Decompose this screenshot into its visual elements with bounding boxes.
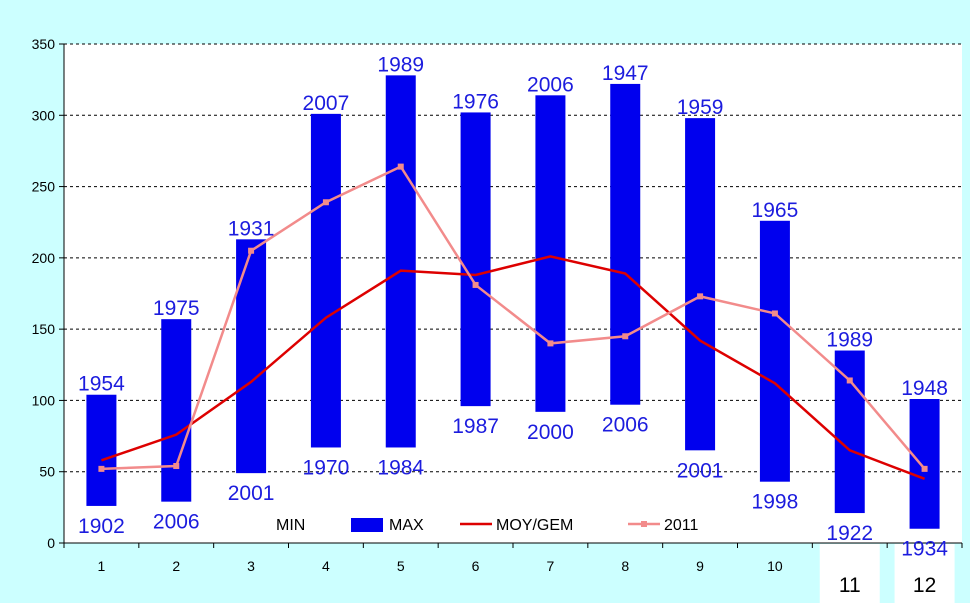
x-tick-label: 10	[767, 558, 783, 574]
max-bar	[86, 394, 117, 506]
month-label-box	[894, 544, 955, 603]
marker-2011	[472, 281, 479, 288]
x-tick-label: 7	[547, 558, 555, 574]
max-year-label: 1975	[153, 297, 200, 320]
y-tick-label: 350	[32, 36, 56, 52]
marker-2011	[173, 463, 180, 470]
y-tick-label: 50	[39, 464, 55, 480]
series-lines	[98, 163, 928, 481]
legend-label-moy: MOY/GEM	[496, 517, 573, 534]
max-bar	[310, 113, 341, 448]
legend-swatch-2011-marker	[641, 521, 647, 527]
max-year-label: 1947	[602, 62, 649, 85]
max-bar	[460, 112, 491, 407]
min-year-label: 2006	[153, 511, 200, 534]
series-line-2011	[101, 165, 926, 471]
min-year-label: 2000	[527, 421, 574, 444]
max-year-label: 1948	[901, 377, 948, 400]
min-year-label: 1984	[377, 456, 424, 479]
y-tick-label: 250	[32, 179, 56, 195]
max-bar	[610, 83, 641, 405]
month-label-box	[819, 544, 880, 603]
max-bar	[236, 239, 267, 474]
max-bar	[909, 399, 940, 529]
marker-2011	[322, 199, 329, 206]
y-tick-label: 300	[32, 107, 56, 123]
marker-2011	[98, 465, 105, 472]
max-bar	[385, 75, 416, 448]
y-tick-label: 200	[32, 250, 56, 266]
max-bar	[834, 350, 865, 514]
legend: MIN MAX MOY/GEM 2011	[276, 517, 699, 534]
min-year-label: 1922	[826, 522, 873, 545]
min-year-label: 2006	[602, 414, 649, 437]
marker-2011	[921, 465, 928, 472]
min-year-label: 1902	[78, 515, 125, 538]
y-tick-label: 100	[32, 392, 56, 408]
max-bar	[161, 319, 192, 502]
x-tick-label: 3	[247, 558, 255, 574]
min-year-label: 1970	[303, 456, 350, 479]
min-year-label: 1934	[901, 538, 948, 561]
max-year-label: 2007	[303, 92, 350, 115]
x-tick-label: 12	[913, 574, 936, 597]
y-tick-label: 150	[32, 321, 56, 337]
max-bar	[535, 95, 566, 412]
max-year-label: 1989	[377, 53, 424, 76]
legend-label-max: MAX	[389, 517, 424, 534]
max-year-label: 2006	[527, 73, 574, 96]
legend-swatch-max	[351, 518, 383, 532]
x-tick-label: 1	[98, 558, 106, 574]
x-tick-label: 6	[472, 558, 480, 574]
max-year-label: 1989	[826, 329, 873, 352]
min-year-label: 2001	[677, 459, 724, 482]
max-bar	[685, 118, 716, 451]
max-year-label: 1959	[677, 96, 724, 119]
x-tick-label: 5	[397, 558, 405, 574]
y-tick-label: 0	[47, 535, 55, 551]
marker-2011	[697, 293, 704, 300]
x-tick-label: 4	[322, 558, 330, 574]
max-year-label: 1954	[78, 373, 125, 396]
max-year-label: 1976	[452, 90, 499, 113]
year-labels: 1954 1975 1931 2007 1989 1976 2006 1947 1959 1965…	[78, 53, 948, 560]
x-tick-label: 9	[696, 558, 704, 574]
legend-label-2011: 2011	[664, 517, 699, 534]
series-line-moy	[101, 255, 926, 481]
legend-label-min: MIN	[276, 517, 305, 534]
marker-2011	[846, 377, 853, 384]
x-tick-label: 2	[172, 558, 180, 574]
x-tick-label: 11	[839, 574, 861, 597]
plot-area	[64, 44, 962, 543]
min-year-label: 2001	[228, 482, 275, 505]
marker-2011	[248, 247, 255, 254]
marker-2011	[771, 310, 778, 317]
min-year-label: 1998	[752, 491, 799, 514]
max-bar	[759, 220, 790, 482]
x-tick-label: 8	[621, 558, 629, 574]
max-year-label: 1965	[752, 199, 799, 222]
marker-2011	[397, 163, 404, 170]
marker-2011	[547, 340, 554, 347]
min-year-label: 1987	[452, 415, 499, 438]
max-bars	[86, 75, 940, 529]
max-year-label: 1931	[228, 217, 275, 240]
marker-2011	[622, 333, 629, 340]
